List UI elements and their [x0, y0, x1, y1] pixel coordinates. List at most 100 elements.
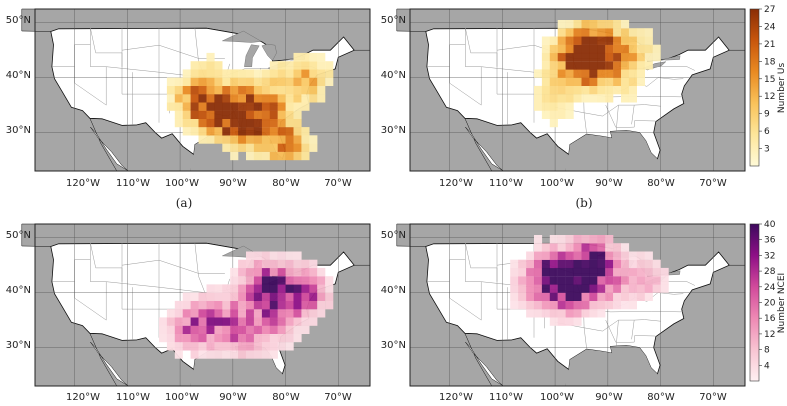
heat-cell	[253, 251, 262, 260]
colorbar-top: 27 24 21 18 15 12 9 6 3 Number Us	[749, 5, 787, 167]
heat-cell	[526, 284, 535, 293]
heat-cell	[597, 251, 606, 260]
heat-cell	[628, 69, 637, 78]
heat-cell	[293, 317, 302, 326]
colorbar-bottom: 40 36 32 28 24 20 16 12 8 4 Number NCEI	[749, 220, 787, 382]
heat-cell	[246, 102, 255, 111]
heat-cell	[557, 251, 566, 260]
lat-tick-label: 40°N	[381, 70, 406, 81]
heat-cell	[182, 127, 191, 136]
heat-cell	[269, 267, 278, 277]
heat-cell	[605, 292, 614, 301]
heat-cell	[518, 292, 527, 301]
lon-tick-label: 110°W	[489, 392, 523, 403]
heat-cell	[526, 267, 535, 277]
heat-cell	[597, 243, 606, 252]
heat-cell	[573, 28, 582, 37]
heat-cell	[238, 127, 247, 136]
heat-cell	[277, 276, 286, 285]
heat-cell	[597, 276, 606, 285]
heat-cell	[230, 317, 239, 326]
heat-cell	[605, 284, 614, 293]
heat-cell	[605, 94, 614, 103]
map-frame-d	[409, 223, 746, 387]
heat-cell	[174, 350, 183, 359]
heat-cell	[277, 342, 286, 351]
heat-cell	[269, 284, 278, 293]
heat-cell	[597, 292, 606, 301]
heat-cell	[253, 151, 262, 161]
lat-labels-b: 50°N 40°N 30°N	[381, 15, 406, 136]
lon-tick-label: 70°W	[699, 392, 727, 403]
colorbar-tick-label: 9	[764, 110, 770, 120]
heat-cell	[285, 317, 294, 326]
heat-cell	[238, 325, 247, 334]
heat-cell	[261, 292, 270, 301]
heat-cell	[644, 52, 653, 62]
heat-cell	[301, 135, 310, 144]
colorbar-top-label: Number Us	[777, 63, 787, 114]
heat-cell	[214, 284, 223, 293]
lon-tick-label: 120°W	[439, 392, 473, 403]
heat-cell	[238, 292, 247, 301]
heat-cell	[269, 325, 278, 334]
heat-cell	[261, 333, 270, 343]
heat-cell	[253, 102, 262, 111]
heat-cell	[597, 85, 606, 95]
heat-cell	[230, 350, 239, 359]
heat-cell	[510, 292, 519, 301]
heat-cell	[222, 77, 231, 86]
heat-cell	[261, 143, 270, 152]
heat-cell	[261, 127, 270, 136]
colorbar-tick-label: 4	[764, 361, 770, 371]
heat-cell	[253, 333, 262, 343]
heat-cell	[293, 292, 302, 301]
heat-cell	[293, 110, 302, 119]
heat-cell	[198, 300, 207, 310]
heat-cell	[246, 342, 255, 351]
heat-cell	[325, 61, 334, 70]
heat-cell	[253, 325, 262, 334]
heat-cell	[198, 333, 207, 343]
lon-tick-label: 80°W	[272, 178, 300, 189]
heat-cell	[549, 102, 558, 111]
heat-cell	[230, 342, 239, 351]
heat-cell	[174, 333, 183, 343]
heat-cell	[565, 85, 574, 95]
heat-cell	[230, 300, 239, 310]
heat-cell	[549, 243, 558, 252]
heat-cell	[182, 77, 191, 86]
heat-cell	[636, 267, 645, 277]
heat-cell	[565, 110, 574, 119]
heat-cell	[190, 333, 199, 343]
heat-cell	[206, 342, 215, 351]
lon-tick-label: 90°W	[595, 178, 623, 189]
heat-cell	[557, 284, 566, 293]
heat-cell	[549, 276, 558, 285]
heat-cell	[293, 151, 302, 161]
heat-cell	[557, 20, 566, 29]
heat-cell	[285, 325, 294, 334]
heat-cell	[628, 44, 637, 54]
heat-cell	[301, 94, 310, 103]
heat-cell	[557, 276, 566, 285]
heat-cell	[573, 259, 582, 269]
heat-cell	[277, 102, 286, 111]
heat-cell	[589, 28, 598, 37]
heat-cell	[628, 52, 637, 62]
heat-cell	[621, 61, 630, 70]
heat-cell	[230, 284, 239, 293]
map-frame-b	[409, 8, 746, 172]
heat-cell	[230, 309, 239, 318]
heat-cell	[174, 110, 183, 119]
colorbar-tick-label: 3	[764, 145, 770, 155]
heat-cell	[644, 292, 653, 301]
heat-cell	[246, 259, 255, 269]
heat-cell	[277, 325, 286, 334]
heat-cell	[214, 317, 223, 326]
heat-cell	[309, 143, 318, 152]
heat-cell	[557, 61, 566, 70]
heat-cell	[206, 333, 215, 343]
caption-a: (a)	[176, 196, 193, 210]
